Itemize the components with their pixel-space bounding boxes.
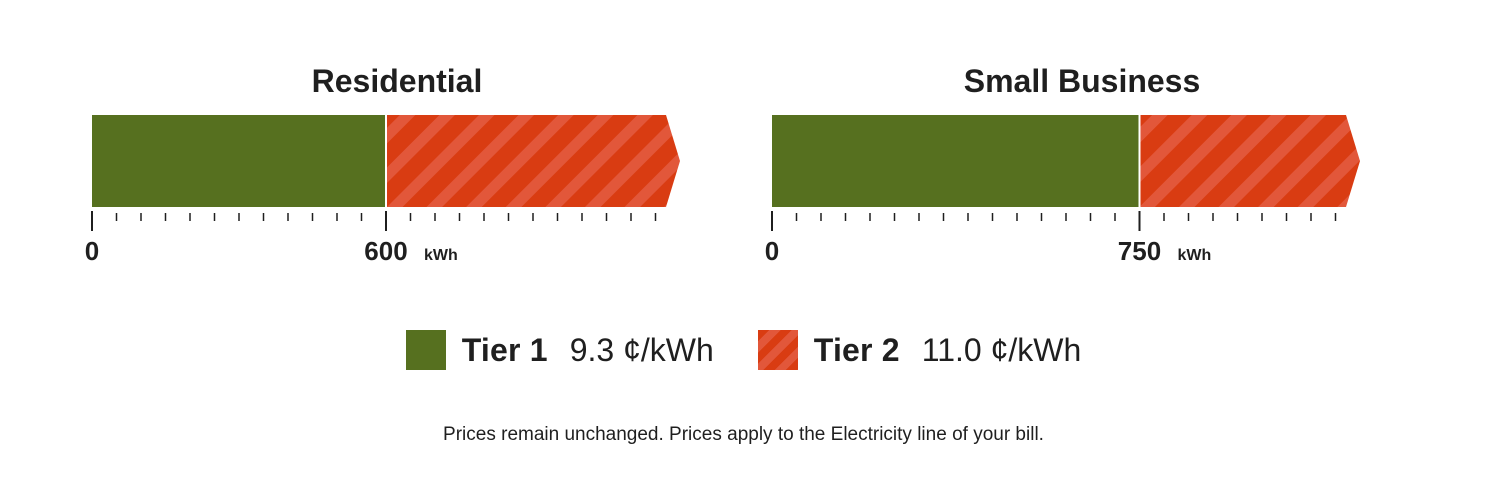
bar-tier1 [772, 115, 1140, 207]
unit-label: kWh [1178, 247, 1212, 264]
bar-tier2 [1139, 115, 1360, 207]
bar-tier2 [386, 115, 680, 207]
footnote: Prices remain unchanged. Prices apply to… [443, 424, 1044, 445]
unit-label: kWh [424, 247, 458, 264]
tick-label-zero: 0 [765, 236, 779, 266]
tier-charts: Residential 0 600 kWh Small Business 0 750 kWh [85, 63, 1360, 266]
bar-tier1 [92, 115, 386, 207]
chart-title: Residential [312, 63, 483, 99]
tier2-swatch [757, 330, 798, 370]
legend-item-tier2: Tier 2 11.0 ¢/kWh [757, 330, 1082, 370]
tier2-price: 11.0 ¢/kWh [921, 331, 1082, 368]
tier1-label: Tier 1 [461, 331, 548, 368]
tick-label-threshold: 750 [1118, 236, 1161, 266]
tick-label-threshold: 600 [364, 236, 407, 266]
legend-item-tier1: Tier 1 9.3 ¢/kWh [405, 330, 714, 370]
tick-label-zero: 0 [85, 236, 99, 266]
chart-2: Small Business 0 750 kWh [765, 63, 1360, 266]
chart-1: Residential 0 600 kWh [85, 63, 680, 266]
chart-title: Small Business [964, 63, 1201, 99]
legend: Tier 1 9.3 ¢/kWh Tier 2 11.0 ¢/kWh [0, 330, 1487, 370]
tier1-swatch [405, 330, 446, 370]
tier2-label: Tier 2 [813, 331, 900, 368]
tier1-price: 9.3 ¢/kWh [569, 331, 714, 368]
